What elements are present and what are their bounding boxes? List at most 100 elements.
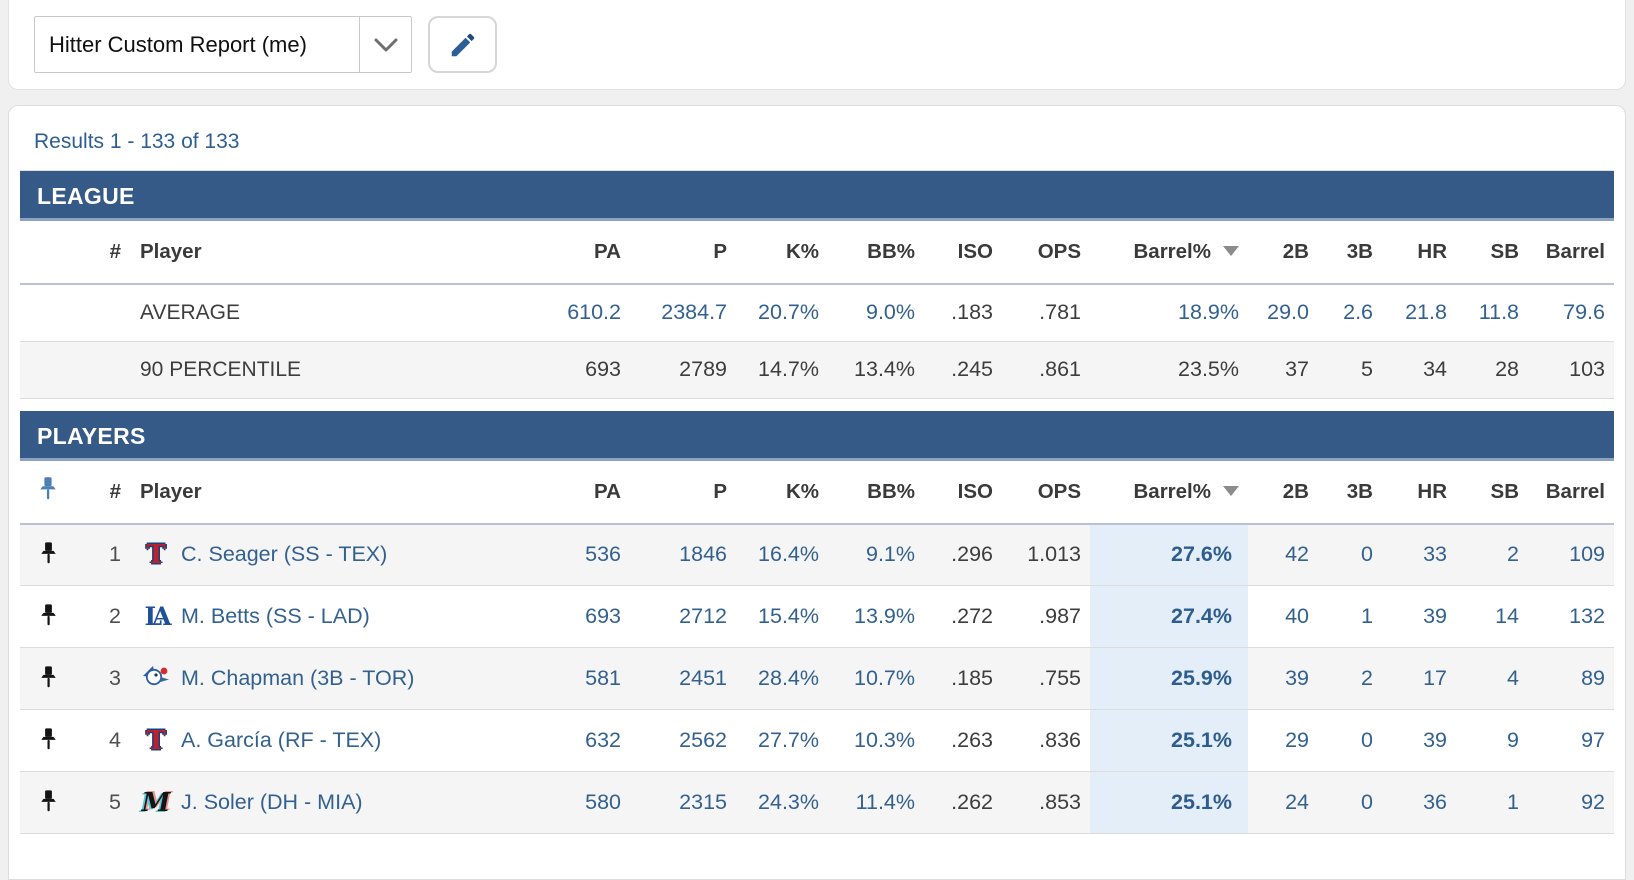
cell-iso: .272 <box>951 604 993 628</box>
cell-hr: 39 <box>1423 604 1447 628</box>
col-header-k[interactable]: K% <box>785 240 819 263</box>
player-link[interactable]: C. Seager (SS - TEX) <box>181 542 388 567</box>
col-header-iso[interactable]: ISO <box>957 479 993 503</box>
cell-p: 2789 <box>679 357 727 381</box>
bluejays-logo <box>140 661 172 696</box>
league-row-label: AVERAGE <box>140 300 240 324</box>
pushpin-icon <box>40 789 57 816</box>
cell-hr: 21.8 <box>1405 300 1447 325</box>
col-header-hr[interactable]: HR <box>1417 240 1447 263</box>
cell-bb: 9.0% <box>865 300 915 325</box>
edit-report-button[interactable] <box>428 16 497 73</box>
cell-3b: 0 <box>1361 728 1373 752</box>
col-header-bb[interactable]: BB% <box>867 240 915 263</box>
player-rank: 2 <box>109 604 121 628</box>
cell-barrel: 18.9% <box>1178 300 1239 325</box>
rangers-logo: T <box>146 725 166 756</box>
pin-row-button[interactable] <box>34 601 63 632</box>
cell-iso: .263 <box>951 728 993 752</box>
pin-row-button[interactable] <box>34 725 63 756</box>
col-header-p[interactable]: P <box>713 479 727 503</box>
col-header-pa[interactable]: PA <box>594 240 621 263</box>
cell-p: 2315 <box>679 790 727 814</box>
col-header-barrel[interactable]: Barrel <box>1545 479 1605 503</box>
cell-bb: 10.7% <box>854 666 915 690</box>
cell-p: 1846 <box>679 542 727 567</box>
col-header-ops[interactable]: OPS <box>1037 240 1081 263</box>
cell-3b: 2 <box>1361 666 1373 690</box>
pin-cell <box>20 524 76 586</box>
col-header-barrel[interactable]: Barrel <box>1545 240 1605 263</box>
col-header-barrel[interactable]: Barrel% <box>1090 221 1248 284</box>
col-header-pa[interactable]: PA <box>594 479 621 503</box>
col-header-[interactable]: # <box>109 479 121 503</box>
cell-bb: 13.4% <box>854 357 915 381</box>
col-header-sb[interactable]: SB <box>1490 479 1519 503</box>
players-section: PLAYERS # Player PA P K% BB% ISO OPS Barrel% 2B 3B… <box>20 410 1614 835</box>
player-link[interactable]: J. Soler (DH - MIA) <box>181 790 363 814</box>
cell-barrel: 25.1% <box>1090 771 1248 834</box>
cell-ops: .861 <box>1039 357 1081 381</box>
cell-barrel: 97 <box>1581 728 1605 752</box>
cell-ops: 1.013 <box>1027 542 1081 567</box>
player-cell: T A. García (RF - TEX) <box>130 710 538 772</box>
pin-cell-empty <box>20 284 76 341</box>
pin-row-button[interactable] <box>34 539 63 570</box>
cell-p: 2451 <box>679 666 727 690</box>
pushpin-icon <box>39 476 57 501</box>
cell-pa: 536 <box>585 542 621 567</box>
cell-ops: .853 <box>1039 790 1081 814</box>
col-header-ops[interactable]: OPS <box>1037 479 1081 503</box>
col-header-sb[interactable]: SB <box>1490 240 1519 263</box>
report-select[interactable]: Hitter Custom Report (me) <box>34 16 412 73</box>
league-section: LEAGUE # Player PA P K% BB% ISO OPS Barrel% 2B 3B H… <box>20 170 1614 399</box>
pushpin-icon <box>40 665 57 692</box>
col-header-barrel[interactable]: Barrel% <box>1090 461 1248 524</box>
player-link[interactable]: M. Chapman (3B - TOR) <box>181 666 415 690</box>
cell-3b: 0 <box>1361 790 1373 814</box>
cell-3b: 1 <box>1361 604 1373 628</box>
cell-barrel: 25.9% <box>1090 647 1248 710</box>
cell-2b: 29 <box>1285 728 1309 752</box>
cell-sb: 11.8 <box>1478 300 1519 325</box>
pin-row-button[interactable] <box>34 663 63 694</box>
cell-k: 14.7% <box>758 357 819 381</box>
cell-sb: 4 <box>1507 666 1519 690</box>
rangers-logo: T <box>146 539 166 570</box>
rank-cell-empty <box>76 284 130 341</box>
col-header-3b[interactable]: 3B <box>1346 479 1373 503</box>
col-header-3b[interactable]: 3B <box>1346 240 1373 263</box>
col-header-player[interactable]: Player <box>140 240 202 263</box>
cell-pa: 632 <box>585 728 621 752</box>
pin-column-header[interactable] <box>20 461 76 524</box>
report-toolbar: Hitter Custom Report (me) <box>8 0 1626 90</box>
cell-hr: 33 <box>1423 542 1447 567</box>
col-header-2b[interactable]: 2B <box>1282 240 1309 263</box>
cell-2b: 42 <box>1285 542 1309 567</box>
col-header-hr[interactable]: HR <box>1417 479 1447 503</box>
player-link[interactable]: M. Betts (SS - LAD) <box>181 604 370 628</box>
cell-hr: 36 <box>1423 790 1447 814</box>
cell-bb: 13.9% <box>854 604 915 628</box>
cell-iso: .262 <box>951 790 993 814</box>
col-header-iso[interactable]: ISO <box>957 240 993 263</box>
cell-ops: .836 <box>1039 728 1081 752</box>
cell-pa: 581 <box>585 666 621 690</box>
cell-bb: 9.1% <box>865 542 915 567</box>
cell-iso: .183 <box>951 300 993 325</box>
chevron-down-icon[interactable] <box>359 17 411 72</box>
player-link[interactable]: A. García (RF - TEX) <box>181 728 382 752</box>
col-header-[interactable]: # <box>109 240 121 263</box>
pin-row-button[interactable] <box>34 787 63 818</box>
cell-barrel: 23.5% <box>1178 357 1239 381</box>
col-header-bb[interactable]: BB% <box>867 479 915 503</box>
col-header-player[interactable]: Player <box>140 479 202 503</box>
col-header-p[interactable]: P <box>713 240 727 263</box>
sort-desc-icon <box>1223 485 1239 496</box>
col-header-k[interactable]: K% <box>785 479 819 503</box>
cell-2b: 39 <box>1285 666 1309 690</box>
players-section-title: PLAYERS <box>37 422 146 449</box>
col-header-2b[interactable]: 2B <box>1282 479 1309 503</box>
cell-2b: 37 <box>1285 357 1309 381</box>
